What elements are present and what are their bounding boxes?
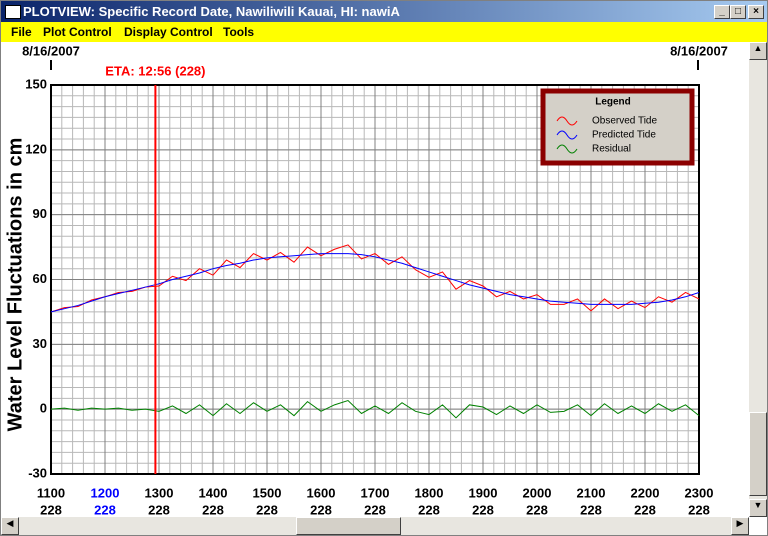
x-tick-label: 1700 [361, 485, 390, 500]
window-title: PLOTVIEW: Specific Record Date, Nawiliwi… [23, 4, 400, 19]
x-tick-label: 1600 [307, 485, 336, 500]
series-line [50, 253, 700, 313]
x-tick-label: 2200 [631, 485, 660, 500]
menu-item[interactable]: File [11, 25, 32, 39]
x-tick-day: 228 [580, 502, 602, 517]
x-tick-day: 228 [688, 502, 710, 517]
chart: -30 0 30 60 90 120 150 1100 228 1200 228 1300 228 140… [4, 43, 728, 517]
x-tick-label: 1800 [415, 485, 444, 500]
x-tick-label: 2300 [685, 485, 714, 500]
y-tick-label: 60 [33, 271, 47, 286]
x-tick-label: 1400 [199, 485, 228, 500]
legend-swatch [556, 130, 578, 140]
vertical-scrollbar[interactable]: ▲ ▼ [749, 42, 767, 517]
maximize-button[interactable]: □ [730, 5, 746, 19]
x-tick-day: 228 [202, 502, 224, 517]
y-tick-label: 120 [25, 141, 47, 156]
legend-label: Predicted Tide [592, 130, 656, 141]
x-tick-label: 1200 [91, 485, 120, 500]
x-tick-day: 228 [364, 502, 386, 517]
x-tick-day: 228 [310, 502, 332, 517]
series-line [50, 244, 700, 313]
x-tick-day: 228 [256, 502, 278, 517]
x-tick-label: 1300 [145, 485, 174, 500]
eta-label: ETA: 12:56 (228) [105, 63, 205, 78]
scroll-thumb[interactable] [296, 517, 401, 535]
scroll-thumb[interactable] [749, 412, 767, 496]
y-axis-label: Water Level Fluctuations in cm [4, 138, 26, 432]
scroll-up[interactable]: ▲ [749, 42, 767, 60]
plot-border [50, 84, 700, 475]
minimize-button[interactable]: _ [714, 5, 730, 19]
x-tick-label: 1500 [253, 485, 282, 500]
title-bar: PLOTVIEW: Specific Record Date, Nawiliwi… [1, 1, 767, 22]
legend-swatch [556, 116, 578, 126]
series-line [50, 399, 700, 419]
legend-title: Legend [595, 97, 631, 108]
x-tick-day: 228 [418, 502, 440, 517]
y-tick-label: 90 [33, 206, 47, 221]
legend-swatch [556, 144, 578, 154]
legend: Legend Observed Tide Predicted Tide Residua… [540, 88, 695, 166]
y-tick-label: 150 [25, 76, 47, 91]
x-tick-day: 228 [472, 502, 494, 517]
app-icon [5, 5, 21, 19]
menu-item[interactable]: Plot Control [43, 25, 112, 39]
y-tick-label: 0 [40, 401, 47, 416]
date-label: 8/16/2007 [670, 43, 728, 58]
date-label: 8/16/2007 [22, 43, 80, 58]
y-tick-label: 30 [33, 336, 47, 351]
close-button[interactable]: × [748, 5, 764, 19]
legend-label: Observed Tide [592, 116, 657, 127]
x-tick-day: 228 [148, 502, 170, 517]
scroll-down[interactable]: ▼ [749, 499, 767, 517]
x-tick-day: 228 [526, 502, 548, 517]
scroll-right[interactable]: ▶ [731, 517, 749, 535]
x-tick-label: 2100 [577, 485, 606, 500]
horizontal-scrollbar[interactable]: ◀ ▶ [1, 517, 749, 535]
menu-item[interactable]: Tools [223, 25, 255, 39]
x-tick-day: 228 [94, 502, 116, 517]
menu-bar: File Plot Control Display Control Tools [1, 22, 767, 42]
x-tick-day: 228 [40, 502, 62, 517]
y-tick-label: -30 [28, 465, 47, 480]
menu-item[interactable]: Display Control [124, 25, 213, 39]
x-tick-day: 228 [634, 502, 656, 517]
x-tick-label: 1900 [469, 485, 498, 500]
scroll-left[interactable]: ◀ [1, 517, 19, 535]
x-tick-label: 2000 [523, 485, 552, 500]
x-tick-label: 1100 [37, 485, 65, 500]
legend-label: Residual [592, 144, 631, 155]
